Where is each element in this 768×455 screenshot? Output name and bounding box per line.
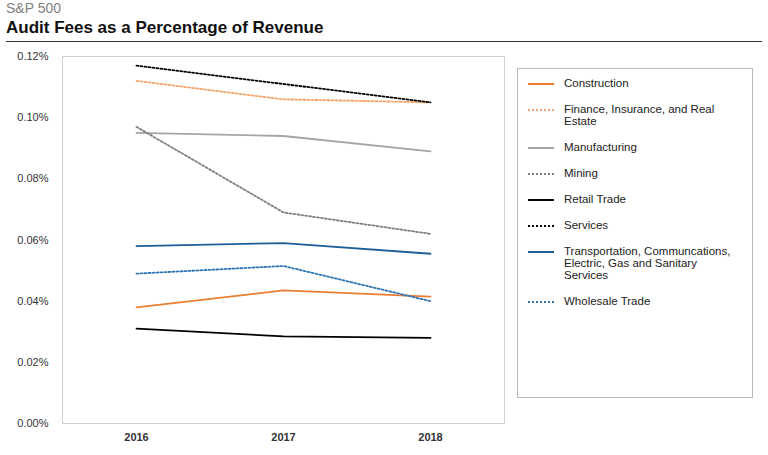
svg-text:2016: 2016	[124, 431, 148, 443]
html-text:S&P 500: S&P 500	[6, 0, 61, 16]
html-text:Finance, Insurance, and Real E: Finance, Insurance, and Real Estate	[564, 103, 715, 127]
html-text:Construction: Construction	[564, 77, 629, 89]
svg-text:0.02%: 0.02%	[17, 356, 48, 368]
svg-text:0.10%: 0.10%	[17, 111, 48, 123]
svg-text:0.12%: 0.12%	[17, 50, 48, 62]
svg-text:2017: 2017	[271, 431, 295, 443]
html-text:Manufacturing: Manufacturing	[564, 141, 637, 153]
html-text:Retail Trade: Retail Trade	[564, 193, 626, 205]
svg-text:0.08%: 0.08%	[17, 172, 48, 184]
html-text:Services: Services	[564, 219, 609, 231]
svg-text:0.00%: 0.00%	[17, 417, 48, 429]
svg-text:2018: 2018	[418, 431, 442, 443]
html-text:Transportation, Communcations,: Transportation, Communcations, Electric,…	[564, 245, 731, 281]
html-text:Audit Fees as a Percentage of: Audit Fees as a Percentage of Revenue	[6, 18, 324, 37]
svg-text:0.06%: 0.06%	[17, 234, 48, 246]
svg-text:0.04%: 0.04%	[17, 295, 48, 307]
html-text:Wholesale Trade: Wholesale Trade	[564, 295, 651, 307]
html-text:Mining: Mining	[564, 167, 598, 179]
